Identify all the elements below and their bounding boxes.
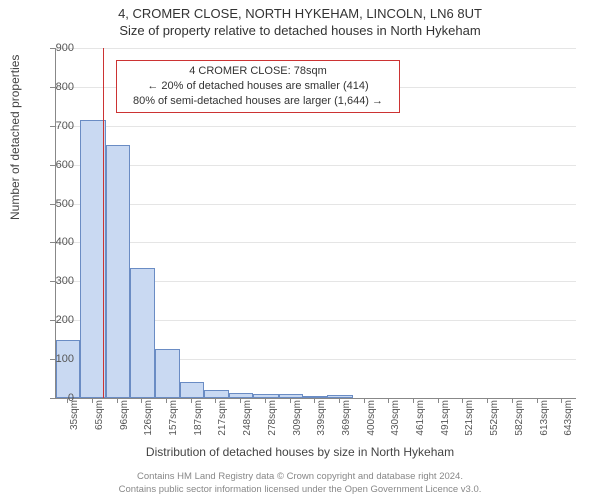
x-tick-label: 430sqm <box>390 400 401 440</box>
y-tick-mark <box>50 242 55 243</box>
x-tick-mark <box>364 398 365 403</box>
histogram-bar <box>130 268 155 398</box>
y-tick-mark <box>50 398 55 399</box>
y-tick-label: 400 <box>44 236 74 248</box>
chart-area: 4 CROMER CLOSE: 78sqm← 20% of detached h… <box>55 48 575 398</box>
histogram-bar <box>106 145 130 398</box>
y-tick-mark <box>50 165 55 166</box>
x-tick-label: 96sqm <box>119 400 130 440</box>
x-tick-mark <box>92 398 93 403</box>
x-tick-label: 400sqm <box>366 400 377 440</box>
grid-line <box>56 48 576 49</box>
histogram-bar <box>279 394 303 398</box>
histogram-bar <box>327 395 352 398</box>
x-tick-label: 278sqm <box>267 400 278 440</box>
x-tick-label: 613sqm <box>539 400 550 440</box>
y-tick-mark <box>50 48 55 49</box>
annotation-line2: ← 20% of detached houses are smaller (41… <box>123 79 393 94</box>
x-tick-mark <box>215 398 216 403</box>
x-tick-label: 309sqm <box>292 400 303 440</box>
x-tick-label: 187sqm <box>193 400 204 440</box>
x-tick-label: 157sqm <box>168 400 179 440</box>
histogram-bar <box>180 382 204 398</box>
histogram-bar <box>303 396 327 398</box>
x-tick-label: 248sqm <box>242 400 253 440</box>
y-tick-label: 100 <box>44 353 74 365</box>
x-tick-label: 461sqm <box>415 400 426 440</box>
y-tick-mark <box>50 87 55 88</box>
x-tick-mark <box>462 398 463 403</box>
histogram-bar <box>155 349 179 398</box>
footer-line2: Contains public sector information licen… <box>0 484 600 496</box>
grid-line <box>56 204 576 205</box>
x-tick-label: 339sqm <box>316 400 327 440</box>
x-tick-mark <box>388 398 389 403</box>
y-tick-label: 900 <box>44 42 74 54</box>
grid-line <box>56 165 576 166</box>
y-tick-label: 200 <box>44 314 74 326</box>
y-tick-mark <box>50 126 55 127</box>
x-tick-mark <box>438 398 439 403</box>
x-tick-mark <box>141 398 142 403</box>
title-subtitle: Size of property relative to detached ho… <box>0 21 600 38</box>
histogram-bar <box>80 120 105 398</box>
x-tick-label: 582sqm <box>514 400 525 440</box>
histogram-bar <box>56 340 80 398</box>
x-tick-mark <box>512 398 513 403</box>
x-tick-mark <box>191 398 192 403</box>
x-axis-label: Distribution of detached houses by size … <box>0 445 600 459</box>
x-tick-label: 369sqm <box>341 400 352 440</box>
y-tick-mark <box>50 359 55 360</box>
grid-line <box>56 126 576 127</box>
histogram-bar <box>253 394 278 398</box>
chart-container: 4, CROMER CLOSE, NORTH HYKEHAM, LINCOLN,… <box>0 0 600 500</box>
histogram-bar <box>204 390 229 398</box>
y-tick-label: 500 <box>44 198 74 210</box>
y-tick-label: 600 <box>44 159 74 171</box>
footer-line1: Contains HM Land Registry data © Crown c… <box>0 471 600 483</box>
annotation-line3: 80% of semi-detached houses are larger (… <box>123 94 393 109</box>
y-tick-mark <box>50 281 55 282</box>
grid-line <box>56 242 576 243</box>
x-tick-mark <box>339 398 340 403</box>
title-address: 4, CROMER CLOSE, NORTH HYKEHAM, LINCOLN,… <box>0 0 600 21</box>
x-tick-mark <box>290 398 291 403</box>
y-axis-label: Number of detached properties <box>8 55 22 220</box>
x-tick-label: 491sqm <box>440 400 451 440</box>
annotation-box: 4 CROMER CLOSE: 78sqm← 20% of detached h… <box>116 60 400 113</box>
x-tick-label: 521sqm <box>464 400 475 440</box>
x-tick-label: 126sqm <box>143 400 154 440</box>
x-tick-label: 35sqm <box>69 400 80 440</box>
y-tick-mark <box>50 204 55 205</box>
y-tick-label: 300 <box>44 275 74 287</box>
x-tick-mark <box>265 398 266 403</box>
footer-credits: Contains HM Land Registry data © Crown c… <box>0 471 600 496</box>
reference-line <box>103 48 104 398</box>
histogram-bar <box>229 393 253 398</box>
x-tick-mark <box>537 398 538 403</box>
x-tick-label: 552sqm <box>489 400 500 440</box>
plot-area: 4 CROMER CLOSE: 78sqm← 20% of detached h… <box>55 48 576 399</box>
x-tick-label: 643sqm <box>563 400 574 440</box>
x-tick-label: 217sqm <box>217 400 228 440</box>
annotation-line1: 4 CROMER CLOSE: 78sqm <box>123 64 393 79</box>
y-tick-mark <box>50 320 55 321</box>
x-tick-mark <box>117 398 118 403</box>
x-tick-label: 65sqm <box>94 400 105 440</box>
y-tick-label: 700 <box>44 120 74 132</box>
y-tick-label: 800 <box>44 81 74 93</box>
